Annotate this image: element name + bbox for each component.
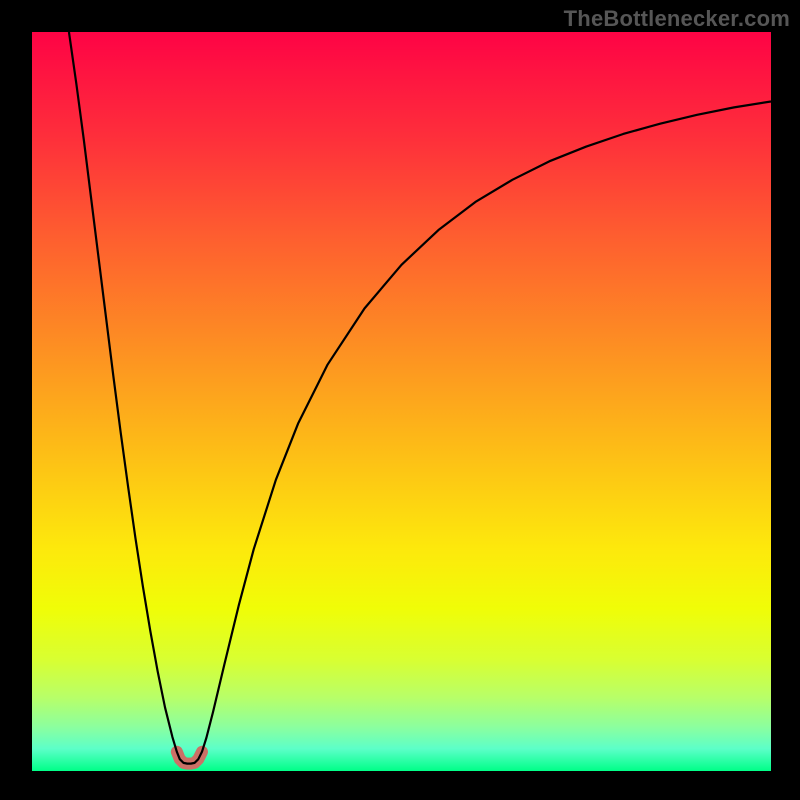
- watermark-text: TheBottlenecker.com: [564, 6, 790, 32]
- plot-area: [32, 32, 771, 771]
- chart-container: TheBottlenecker.com: [0, 0, 800, 800]
- gradient-background: [32, 32, 771, 771]
- chart-svg: [32, 32, 771, 771]
